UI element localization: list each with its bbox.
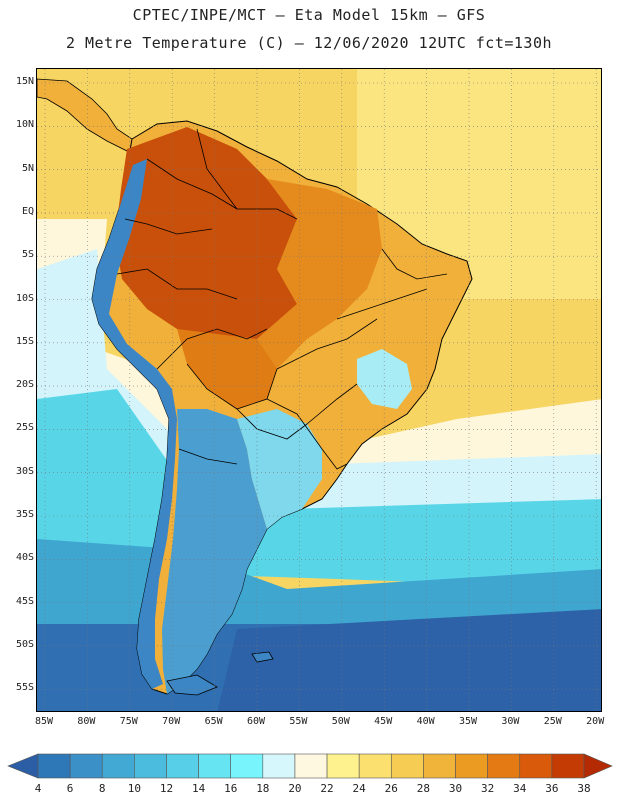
lon-label: 25W bbox=[543, 716, 562, 727]
lon-label: 50W bbox=[331, 716, 350, 727]
lat-label: 40S bbox=[15, 552, 34, 564]
lat-label: 55S bbox=[15, 682, 34, 694]
colorbar-high-arrow bbox=[583, 753, 613, 779]
southern-cone-cool bbox=[162, 409, 267, 694]
amazon-hot-region bbox=[115, 127, 297, 349]
colorbar-tick-label: 6 bbox=[66, 782, 74, 795]
colorbar-tick-label: 30 bbox=[448, 782, 463, 795]
colorbar-swatch bbox=[134, 753, 167, 779]
colorbar-swatch bbox=[455, 753, 488, 779]
colorbar-tick-label: 24 bbox=[352, 782, 366, 795]
warm-region bbox=[217, 179, 382, 379]
colorbar-tick-label: 36 bbox=[545, 782, 559, 795]
lon-label: 40W bbox=[416, 716, 435, 727]
lat-label: 25S bbox=[15, 422, 34, 434]
colorbar-swatch bbox=[37, 753, 71, 779]
colorbar-tick-label: 26 bbox=[384, 782, 398, 795]
lon-label: 70W bbox=[162, 716, 181, 727]
lon-label: 55W bbox=[289, 716, 308, 727]
colorbar-swatch bbox=[101, 753, 135, 779]
colorbar-swatch bbox=[423, 753, 456, 779]
colorbar-tick-label: 16 bbox=[224, 782, 238, 795]
colorbar-swatch bbox=[69, 753, 103, 779]
center-warm-region bbox=[177, 329, 277, 409]
lon-label: 75W bbox=[119, 716, 138, 727]
lat-label: 5S bbox=[21, 249, 34, 261]
falkland-islands bbox=[251, 651, 274, 663]
colorbar-swatch bbox=[358, 753, 392, 779]
colorbar-tick-label: 18 bbox=[256, 782, 270, 795]
country-borders bbox=[116, 128, 448, 470]
colorbar-tick-label: 34 bbox=[513, 782, 527, 795]
lat-label: 10N bbox=[15, 119, 34, 131]
lon-label: 80W bbox=[77, 716, 96, 727]
lat-label: 15S bbox=[15, 335, 34, 347]
colorbar-swatch bbox=[262, 753, 296, 779]
colorbar-tick-label: 14 bbox=[191, 782, 206, 795]
ocean-deep-patch bbox=[217, 609, 601, 711]
lon-label: 45W bbox=[374, 716, 393, 727]
colorbar-swatch bbox=[390, 753, 424, 779]
lon-label: 20W bbox=[586, 716, 605, 727]
colorbar bbox=[7, 753, 613, 779]
colorbar-swatch bbox=[519, 753, 553, 779]
andes-cold-strip bbox=[92, 159, 177, 689]
lat-label: 20S bbox=[15, 379, 34, 391]
colorbar-tick-label: 4 bbox=[34, 782, 42, 795]
colorbar-tick-label: 12 bbox=[159, 782, 174, 795]
colorbar-tick-label: 22 bbox=[320, 782, 334, 795]
colorbar-swatch bbox=[230, 753, 264, 779]
lat-label: EQ bbox=[21, 205, 34, 217]
lon-label: 60W bbox=[246, 716, 266, 727]
temperature-map bbox=[36, 68, 602, 712]
colorbar-tick-label: 10 bbox=[127, 782, 141, 795]
lat-label: 50S bbox=[15, 638, 34, 650]
colorbar-swatch bbox=[487, 753, 521, 779]
lon-label: 85W bbox=[34, 716, 54, 727]
lon-label: 35W bbox=[458, 716, 478, 727]
colorbar-low-arrow bbox=[7, 753, 39, 779]
lat-label: 10S bbox=[15, 292, 34, 304]
colorbar-swatch bbox=[166, 753, 199, 779]
lat-label: 15N bbox=[15, 76, 34, 87]
colorbar-tick-label: 28 bbox=[416, 782, 431, 795]
colorbar-swatch bbox=[551, 753, 585, 779]
lat-label: 5N bbox=[21, 162, 34, 174]
map-canvas bbox=[37, 69, 601, 711]
colorbar-tick-label: 8 bbox=[98, 782, 106, 795]
tierra-del-fuego bbox=[166, 674, 218, 696]
lat-label: 30S bbox=[15, 465, 34, 477]
lat-label: 35S bbox=[15, 509, 34, 520]
colorbar-tick-label: 32 bbox=[481, 782, 495, 795]
lat-label: 45S bbox=[15, 595, 34, 607]
map-title: CPTEC/INPE/MCT – Eta Model 15km – GFS bbox=[132, 6, 486, 24]
map-gridlines bbox=[37, 69, 601, 711]
map-subtitle: 2 Metre Temperature (C) – 12/06/2020 12U… bbox=[65, 34, 553, 52]
colorbar-tick-label: 20 bbox=[288, 782, 302, 795]
colorbar-swatch bbox=[326, 753, 360, 779]
colorbar-swatch bbox=[198, 753, 232, 779]
lon-label: 30W bbox=[501, 716, 520, 727]
lon-label: 65W bbox=[204, 716, 223, 727]
se-brazil-cool-patch bbox=[357, 349, 412, 409]
pampas-cool bbox=[237, 409, 322, 529]
colorbar-tick-label: 38 bbox=[577, 782, 591, 795]
colorbar-swatch bbox=[294, 753, 328, 779]
